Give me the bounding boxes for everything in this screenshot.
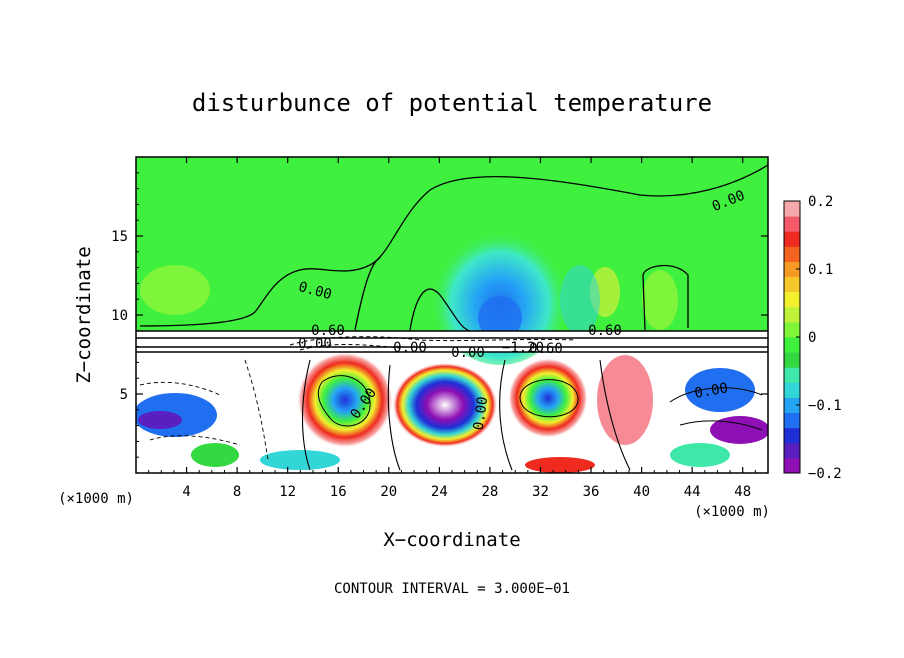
colorbar-tick-label: 0 [808, 330, 816, 346]
contour-loop-right [642, 264, 689, 331]
colorbar-segment [784, 367, 800, 383]
contour-lower-4 [139, 359, 269, 461]
left-purple [138, 411, 182, 429]
y-tick-label: 5 [120, 387, 128, 403]
x-tick-label: 28 [481, 484, 498, 500]
x-axis: 4 8 12 16 20 24 28 32 36 40 44 48 [148, 157, 756, 500]
x-tick-label: 40 [633, 484, 650, 500]
x-tick-label: 12 [279, 484, 296, 500]
contour-label: −1.20 [502, 340, 544, 356]
contour-loop-mid [354, 257, 471, 332]
colorbar-segment [784, 352, 800, 368]
x-tick-label: 24 [431, 484, 448, 500]
colorbar-segment [784, 412, 800, 429]
bottom-cyan [260, 450, 340, 470]
chart-title: disturbunce of potential temperature [192, 89, 712, 117]
colorbar-segment [784, 246, 800, 262]
x-tick-label: 4 [182, 484, 190, 500]
cyan-plume [430, 215, 570, 365]
colorbar-segment [784, 397, 800, 414]
x-unit-left: (×1000 m) [58, 491, 134, 507]
contour-lower-1 [302, 359, 631, 471]
colorbar [784, 201, 800, 474]
colorbar-segment [784, 427, 800, 444]
y-tick-label: 10 [111, 308, 128, 324]
contour-lower-3 [519, 379, 579, 418]
yellowgreen-left [140, 265, 210, 315]
contour-label: 0.00 [471, 396, 492, 432]
red-column-38 [597, 355, 653, 445]
red-blob-14 [297, 352, 393, 448]
contour-lower-5 [669, 387, 763, 431]
colorbar-segment [784, 231, 800, 247]
ring-32 [508, 358, 588, 438]
colorbar-tick-label: −0.2 [808, 466, 842, 482]
x-tick-label: 8 [233, 484, 241, 500]
contour-center [289, 336, 576, 351]
colorbar-segment [784, 457, 800, 474]
plot-area [136, 157, 768, 473]
colorbar-segment [784, 291, 800, 308]
right-green [670, 443, 730, 467]
contour-label: 0.00 [298, 336, 332, 352]
x-tick-label: 16 [330, 484, 347, 500]
colorbar-tick-label: 0.2 [808, 194, 833, 210]
colorbar-segment [784, 321, 800, 338]
white-purple-24 [393, 363, 497, 447]
contour-label: 0.00 [693, 380, 729, 402]
contour-line-upper [139, 164, 768, 327]
colorbar-tick-label: −0.1 [808, 398, 842, 414]
contour-lower-2 [317, 375, 371, 427]
right-blue-blob [685, 368, 755, 412]
x-tick-label: 32 [532, 484, 549, 500]
contour-label: 0.60 [588, 323, 622, 339]
x-tick-label: 20 [380, 484, 397, 500]
colorbar-segment [784, 276, 800, 293]
blue-core [478, 296, 522, 340]
colorbar-segment [784, 442, 800, 459]
colorbar-segment [784, 337, 800, 353]
x-tick-label: 44 [684, 484, 701, 500]
colorbar-segment [784, 216, 800, 232]
right-purple [710, 416, 768, 444]
x-tick-label: 48 [734, 484, 751, 500]
x-unit-right: (×1000 m) [694, 504, 770, 520]
x-tick-label: 36 [583, 484, 600, 500]
contour-label: 0.60 [311, 323, 345, 339]
contour-label: 0.00 [393, 340, 427, 356]
y-axis-label: Z−coordinate [73, 246, 95, 383]
contour-label: 0.60 [529, 341, 563, 357]
y-axis: 5 10 15 [111, 172, 768, 458]
colorbar-segment [784, 261, 800, 278]
x-axis-label: X−coordinate [383, 529, 520, 551]
contour-interval-text: CONTOUR INTERVAL = 3.000E−01 [334, 581, 570, 597]
contour-label: 0.00 [451, 345, 485, 361]
bottom-red [525, 457, 595, 473]
y-tick-label: 15 [111, 229, 128, 245]
colorbar-segment [784, 382, 800, 398]
cyan-right [560, 265, 600, 335]
colorbar-ticks: 0.2 0.1 0 −0.1 −0.2 [796, 194, 842, 482]
colorbar-tick-label: 0.1 [808, 262, 833, 278]
colorbar-segment [784, 201, 800, 217]
yellowgreen-right [642, 270, 678, 330]
colorbar-segment [784, 306, 800, 323]
left-green [191, 443, 239, 467]
